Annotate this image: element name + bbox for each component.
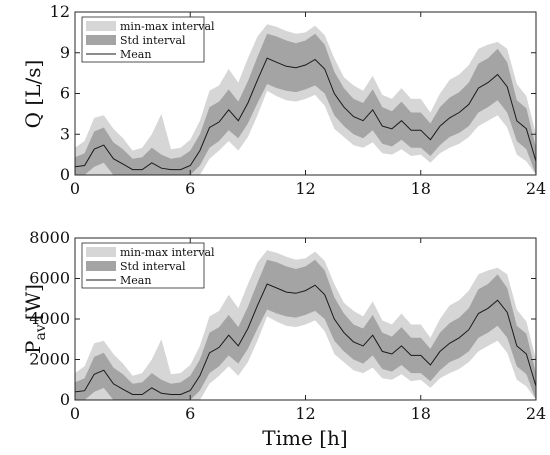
flow-std-band <box>75 33 536 176</box>
power-axes-frame <box>74 237 537 401</box>
power-legend-mean-label: Mean <box>120 274 151 287</box>
flow-x-tick-label: 12 <box>295 179 315 198</box>
flow-ticks: 0 6 12 18 24 0 3 6 9 12 <box>50 2 547 198</box>
power-legend-minmax-swatch <box>86 247 116 257</box>
flow-bands <box>74 24 537 176</box>
power-x-tick-label: 18 <box>411 404 431 423</box>
power-legend-std-label: Std interval <box>120 260 186 273</box>
flow-x-tick-label: 6 <box>185 179 195 198</box>
power-x-tick-label: 24 <box>526 404 546 423</box>
power-legend-std-swatch <box>86 261 116 271</box>
power-y-label-sub: av <box>33 324 49 340</box>
power-bands <box>74 250 537 400</box>
flow-legend-mean-label: Mean <box>120 48 151 61</box>
flow-y-tick-label: 3 <box>60 124 70 143</box>
flow-x-tick-label: 24 <box>526 179 546 198</box>
flow-legend-std-swatch <box>86 35 116 45</box>
power-y-tick-label: 2000 <box>29 350 70 369</box>
panel-power: 0 6 12 18 24 0 2000 4000 6000 8000 min-max interv… <box>21 228 546 450</box>
power-y-label-unit: [W] <box>21 284 45 320</box>
flow-y-tick-label: 9 <box>60 43 70 62</box>
flow-legend-minmax-label: min-max interval <box>120 20 215 33</box>
power-x-tick-label: 0 <box>70 404 80 423</box>
flow-y-tick-label: 12 <box>50 2 70 21</box>
flow-x-tick-label: 18 <box>411 179 431 198</box>
power-x-tick-label: 6 <box>185 404 195 423</box>
flow-y-tick-label: 6 <box>60 84 70 103</box>
power-x-tick-label: 12 <box>295 404 315 423</box>
power-y-tick-label: 4000 <box>29 309 70 328</box>
power-y-label-main: P <box>21 340 45 353</box>
power-y-tick-label: 8000 <box>29 228 70 247</box>
power-mean-line <box>74 283 537 395</box>
time-axis-label: Time [h] <box>262 426 347 450</box>
power-legend: min-max interval Std interval Mean <box>81 242 215 289</box>
flow-legend-minmax-swatch <box>86 21 116 31</box>
flow-legend: min-max interval Std interval Mean <box>81 16 215 63</box>
flow-x-tick-label: 0 <box>70 179 80 198</box>
flow-y-axis-label: Q [L/s] <box>21 60 45 129</box>
flow-y-tick-label: 0 <box>60 165 70 184</box>
flow-legend-std-label: Std interval <box>120 34 186 47</box>
power-y-tick-label: 0 <box>60 390 70 409</box>
power-std-band <box>75 259 536 400</box>
power-y-tick-label: 6000 <box>29 269 70 288</box>
panel-flow: 0 6 12 18 24 0 3 6 9 12 min-max interval Std inte… <box>21 2 546 198</box>
flow-mean-line <box>74 57 537 171</box>
flow-axes-frame <box>74 11 537 176</box>
power-y-axis-label: Pav [W] <box>21 284 49 354</box>
power-legend-minmax-label: min-max interval <box>120 246 215 259</box>
power-ticks: 0 6 12 18 24 0 2000 4000 6000 8000 <box>29 228 546 423</box>
